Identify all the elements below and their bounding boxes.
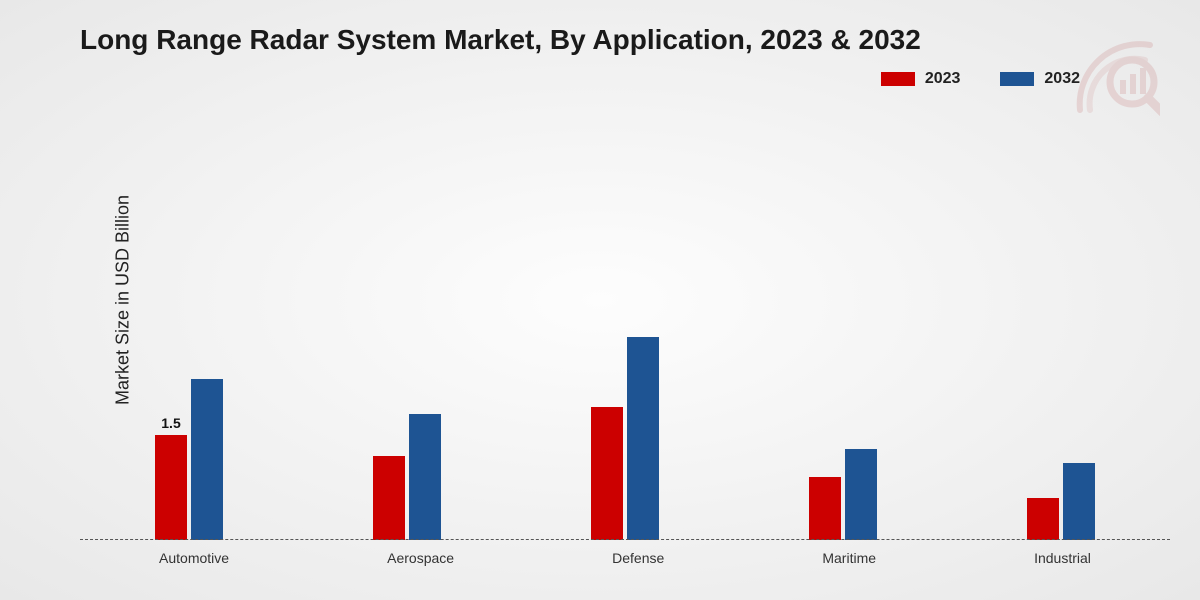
bar-2023: [591, 407, 623, 540]
category-label: Maritime: [822, 550, 876, 566]
legend: 2023 2032: [881, 70, 1080, 88]
legend-swatch-2032: [1000, 72, 1034, 86]
legend-item-2023: 2023: [881, 70, 961, 88]
bar-group: 1.5: [155, 379, 223, 540]
plot-area: 1.5: [80, 120, 1170, 540]
bar-2032: [845, 449, 877, 540]
bar-groups: 1.5: [80, 120, 1170, 540]
legend-label-2032: 2032: [1044, 70, 1080, 88]
bar-group: [809, 449, 877, 540]
category-label: Aerospace: [387, 550, 454, 566]
bar-value-label: 1.5: [161, 415, 180, 431]
bar-2023: [373, 456, 405, 540]
legend-label-2023: 2023: [925, 70, 961, 88]
bar-2023: 1.5: [155, 435, 187, 540]
category-label: Automotive: [159, 550, 229, 566]
category-label: Defense: [612, 550, 664, 566]
bar-group: [1027, 463, 1095, 540]
bar-group: [373, 414, 441, 540]
legend-swatch-2023: [881, 72, 915, 86]
category-labels: Automotive Aerospace Defense Maritime Indust…: [80, 550, 1170, 566]
bar-2023: [1027, 498, 1059, 540]
chart-title: Long Range Radar System Market, By Appli…: [80, 24, 921, 56]
bar-2032: [627, 337, 659, 540]
baseline: [80, 539, 1170, 540]
bar-2023: [809, 477, 841, 540]
bar-2032: [1063, 463, 1095, 540]
bar-2032: [191, 379, 223, 540]
legend-item-2032: 2032: [1000, 70, 1080, 88]
bar-group: [591, 337, 659, 540]
category-label: Industrial: [1034, 550, 1091, 566]
watermark-logo: [1070, 30, 1160, 125]
bar-2032: [409, 414, 441, 540]
